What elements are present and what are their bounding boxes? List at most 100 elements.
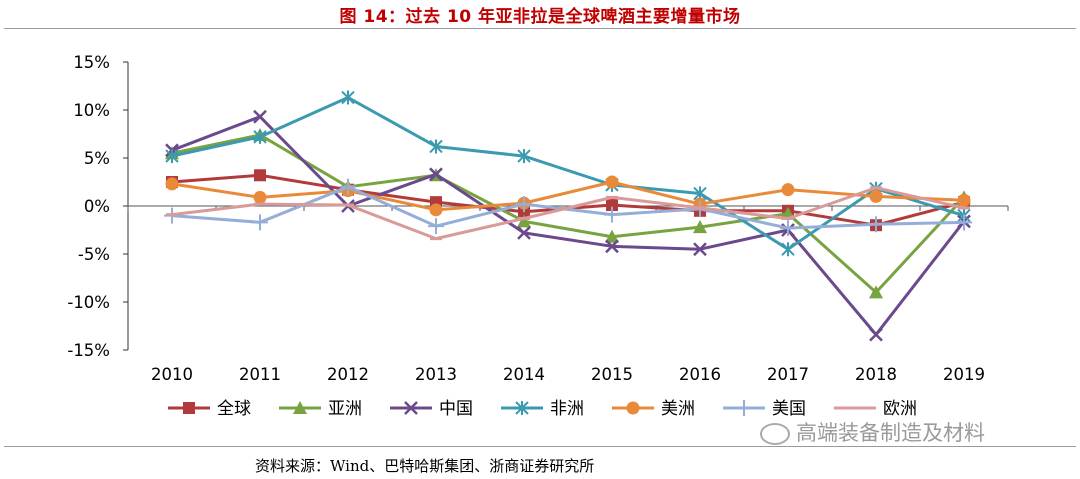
- data-point: [517, 225, 531, 240]
- series-line: [171, 115, 966, 337]
- marker-x: [404, 401, 418, 415]
- watermark-text: 高端装备制造及材料: [796, 421, 985, 445]
- data-point: [429, 167, 443, 182]
- marker-star: [253, 129, 267, 144]
- marker-plus: [604, 206, 620, 223]
- marker-circle: [253, 190, 267, 204]
- x-tick-label: 2011: [239, 365, 281, 384]
- marker-x: [429, 167, 443, 182]
- data-point: [517, 149, 531, 164]
- marker-plus: [780, 220, 796, 237]
- data-point: [869, 189, 883, 203]
- data-point: [605, 175, 619, 189]
- marker-x: [253, 109, 267, 124]
- data-point: [604, 206, 620, 223]
- marker-plus: [516, 196, 532, 213]
- x-tick-label: 2018: [855, 365, 897, 384]
- marker-star: [515, 401, 529, 415]
- series-line: [171, 173, 965, 227]
- legend: 全球 亚洲 中国 非洲 美洲 美国 欧洲: [168, 399, 917, 419]
- data-point: [693, 242, 707, 257]
- title-divider: [4, 28, 1076, 29]
- y-tick-label: -15%: [67, 341, 110, 360]
- wechat-icon: [760, 423, 790, 445]
- x-tick-label: 2015: [591, 365, 633, 384]
- data-point: [869, 285, 883, 299]
- marker-star: [341, 90, 355, 105]
- legend-label: 美洲: [661, 399, 695, 419]
- x-tick-label: 2019: [943, 365, 985, 384]
- watermark: 高端装备制造及材料: [760, 417, 985, 447]
- series-line: [171, 186, 965, 241]
- marker-square: [254, 169, 266, 182]
- legend-item: 中国: [390, 399, 473, 419]
- marker-plus: [868, 216, 884, 233]
- legend-label: 欧洲: [883, 399, 917, 419]
- data-point: [781, 242, 795, 257]
- data-point: [340, 178, 356, 195]
- marker-x: [869, 327, 883, 342]
- data-point: [605, 229, 619, 243]
- series-全球: [166, 169, 970, 232]
- legend-label: 亚洲: [328, 399, 362, 419]
- legend-label: 全球: [217, 399, 251, 419]
- data-point: [429, 139, 443, 154]
- marker-plus: [956, 214, 972, 231]
- marker-triangle: [605, 229, 619, 243]
- legend-item: 美洲: [612, 399, 695, 419]
- y-tick-label: -10%: [67, 293, 110, 312]
- y-tick-label: 15%: [73, 53, 110, 72]
- marker-star: [781, 242, 795, 257]
- source-note: 资料来源：Wind、巴特哈斯集团、浙商证券研究所: [255, 457, 595, 475]
- marker-square: [606, 199, 618, 212]
- marker-plus: [340, 178, 356, 195]
- data-point: [605, 239, 619, 254]
- data-point: [183, 402, 195, 414]
- marker-circle: [165, 177, 179, 191]
- marker-square: [183, 402, 195, 414]
- marker-x: [693, 242, 707, 257]
- x-tick-label: 2017: [767, 365, 809, 384]
- x-tick-label: 2016: [679, 365, 721, 384]
- legend-item: 全球: [168, 399, 251, 419]
- marker-circle: [781, 183, 795, 197]
- data-point: [429, 203, 443, 217]
- x-tick-label: 2013: [415, 365, 457, 384]
- marker-circle: [869, 189, 883, 203]
- marker-star: [165, 149, 179, 164]
- data-point: [515, 401, 529, 415]
- data-point: [253, 109, 267, 124]
- marker-plus: [736, 400, 752, 416]
- marker-x: [517, 225, 531, 240]
- data-point: [516, 196, 532, 213]
- marker-triangle: [517, 214, 531, 228]
- legend-item: 非洲: [501, 399, 584, 419]
- x-tick-label: 2014: [503, 365, 545, 384]
- y-tick-label: 0%: [84, 197, 110, 216]
- marker-triangle: [693, 220, 707, 234]
- footer-divider: [4, 446, 1076, 447]
- legend-item: 美国: [723, 399, 806, 419]
- marker-star: [429, 139, 443, 154]
- marker-plus: [252, 214, 268, 231]
- legend-item: 欧洲: [834, 399, 917, 419]
- x-tick-label: 2010: [151, 365, 193, 384]
- data-point: [404, 401, 418, 415]
- data-point: [428, 218, 444, 235]
- marker-circle: [626, 401, 640, 415]
- data-point: [626, 401, 640, 415]
- marker-triangle: [869, 285, 883, 299]
- data-point: [165, 149, 179, 164]
- marker-circle: [605, 175, 619, 189]
- data-point: [781, 183, 795, 197]
- data-point: [252, 214, 268, 231]
- series-line: [171, 133, 966, 294]
- marker-x: [605, 239, 619, 254]
- data-point: [293, 401, 307, 414]
- legend-label: 非洲: [550, 399, 584, 419]
- series-line: [171, 180, 965, 212]
- data-point: [254, 169, 266, 182]
- data-point: [253, 190, 267, 204]
- x-tick-label: 2012: [327, 365, 369, 384]
